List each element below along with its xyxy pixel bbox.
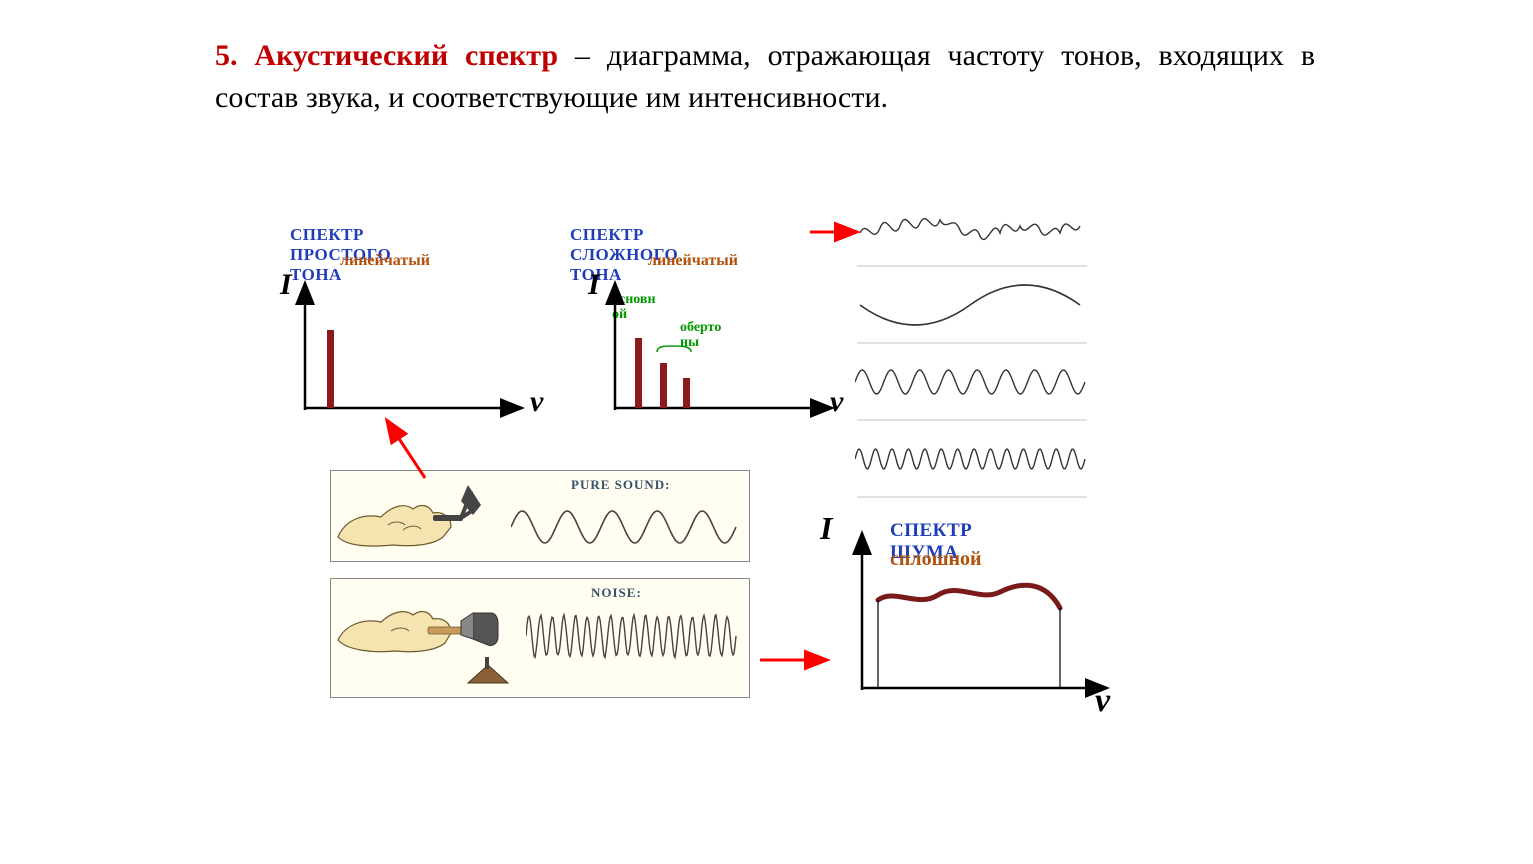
noise-label: NOISE: bbox=[591, 585, 642, 601]
waveforms-panel bbox=[855, 198, 1090, 488]
chart1-svg bbox=[295, 280, 535, 420]
heading-text: 5. Акустический спектр – диаграмма, отра… bbox=[215, 35, 1315, 119]
chart2-svg bbox=[605, 280, 845, 420]
chart1-ylabel: I bbox=[280, 268, 292, 302]
chart2-subtitle: линейчатый bbox=[648, 252, 738, 270]
hammer-illustration bbox=[333, 585, 518, 695]
chart3-ylabel: I bbox=[820, 510, 832, 547]
chart1-subtitle: линейчатый bbox=[340, 252, 430, 270]
noise-panel: NOISE: bbox=[330, 578, 750, 698]
pure-sine-wave bbox=[511, 503, 741, 553]
pure-sound-panel: PURE SOUND: bbox=[330, 470, 750, 562]
pure-sound-label: PURE SOUND: bbox=[571, 477, 670, 493]
chart3-svg bbox=[850, 530, 1120, 700]
wave-harmonic-2 bbox=[855, 429, 1090, 501]
heading-number: 5. bbox=[215, 39, 238, 72]
tuning-fork-illustration bbox=[333, 475, 493, 560]
wave-complex bbox=[855, 198, 1090, 270]
noise-wave bbox=[526, 609, 741, 667]
red-arrows bbox=[0, 0, 1533, 864]
chart2-ylabel: I bbox=[588, 268, 600, 302]
wave-fundamental bbox=[855, 275, 1090, 347]
wave-harmonic-1 bbox=[855, 352, 1090, 424]
heading-term: Акустический спектр bbox=[254, 39, 558, 72]
